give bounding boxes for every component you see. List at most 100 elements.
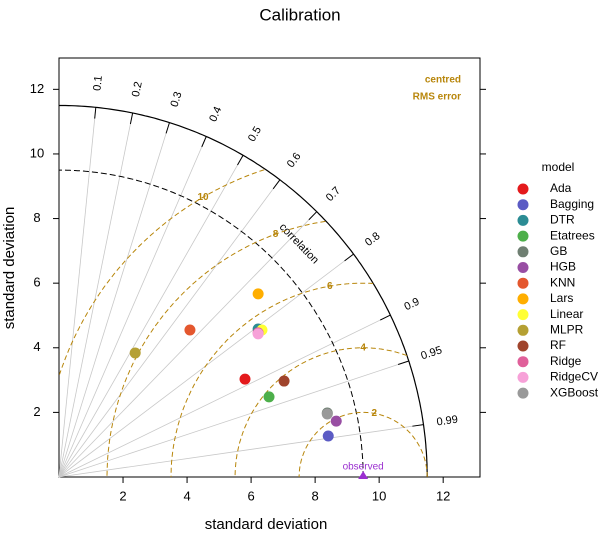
correlation-ray [58, 107, 97, 478]
correlation-tick [308, 211, 318, 221]
correlation-ray [58, 314, 391, 478]
x-tick-label: 8 [312, 488, 319, 503]
rms-contour-label: 2 [371, 408, 377, 419]
correlation-ray [58, 179, 281, 478]
correlation-tick [94, 107, 97, 119]
x-axis-label: standard deviation [205, 516, 328, 533]
correlation-tick [397, 360, 409, 366]
x-tick-label: 6 [247, 488, 254, 503]
legend-marker [517, 356, 529, 368]
y-tick-label: 2 [33, 404, 40, 419]
chart-title: Calibration [259, 5, 340, 24]
model-point [252, 288, 264, 300]
y-tick-label: 4 [33, 339, 40, 354]
observed-label: observed [343, 462, 384, 473]
correlation-tick [412, 424, 424, 427]
correlation-tick [237, 155, 244, 166]
legend-marker [517, 246, 529, 258]
correlation-label: 0.1 [91, 75, 104, 91]
legend-label: Lars [550, 291, 573, 305]
correlation-label: 0.3 [169, 90, 185, 108]
correlation-tick [344, 253, 354, 262]
legend-marker [517, 262, 529, 273]
model-point [252, 328, 264, 340]
outer-arc [59, 104, 428, 477]
x-tick-label: 2 [119, 488, 126, 503]
legend-title: model [542, 160, 575, 174]
observed-arc [59, 169, 364, 477]
y-tick-label: 12 [30, 81, 44, 96]
legend-label: DTR [550, 213, 575, 227]
correlation-label: 0.7 [324, 185, 343, 204]
legend-label: Ada [550, 181, 572, 195]
correlation-ray [58, 424, 424, 478]
model-point [322, 430, 334, 442]
legend-label: RidgeCV [550, 370, 598, 384]
rms-contour [234, 347, 408, 477]
model-point [278, 375, 290, 387]
x-tick-label: 10 [372, 488, 386, 503]
correlation-ray [58, 211, 318, 478]
correlation-tick [380, 314, 391, 321]
rms-label: RMS error [413, 92, 461, 103]
legend-marker [517, 371, 529, 383]
rms-contour-label: 4 [360, 342, 366, 353]
correlation-label: 0.9 [402, 296, 421, 313]
y-tick-label: 10 [30, 145, 44, 160]
model-point [129, 347, 141, 359]
legend-label: Bagging [550, 197, 594, 211]
correlation-tick [272, 179, 281, 190]
correlation-ray [58, 122, 170, 478]
x-tick-label: 4 [183, 488, 190, 503]
correlation-label: 0.2 [130, 81, 145, 98]
legend-marker [517, 324, 529, 336]
correlation-label: 0.4 [207, 105, 224, 124]
correlation-ray [58, 112, 134, 478]
legend-label: HGB [550, 260, 576, 274]
legend-marker [517, 309, 529, 321]
x-tick-label: 12 [436, 488, 450, 503]
legend-marker [517, 230, 529, 242]
correlation-ray [58, 136, 207, 478]
correlation-tick [165, 122, 170, 134]
rms-contour [106, 220, 326, 477]
y-tick-label: 8 [33, 210, 40, 225]
legend-label: GB [550, 244, 567, 258]
legend-label: XGBoost [550, 385, 599, 399]
observed-point [358, 471, 369, 479]
model-point [263, 391, 275, 403]
legend-marker [517, 214, 529, 226]
rms-contour [59, 169, 265, 375]
correlation-tick [201, 136, 207, 148]
legend-label: Ridge [550, 354, 582, 368]
legend-label: KNN [550, 275, 575, 289]
rms-contour-label: 6 [327, 281, 333, 292]
model-point [184, 324, 196, 336]
legend-marker [517, 340, 529, 352]
y-tick-label: 6 [33, 275, 40, 290]
correlation-label: 0.8 [363, 230, 382, 249]
legend-marker [517, 293, 529, 305]
correlation-label: 0.99 [436, 414, 459, 429]
legend-marker [517, 387, 529, 399]
correlation-tick [129, 112, 134, 125]
rms-contour [170, 282, 374, 477]
y-axis-label: standard deviation [1, 207, 18, 330]
model-point [330, 415, 342, 427]
legend-label: Linear [550, 307, 583, 321]
model-point [321, 408, 333, 420]
legend-marker [517, 277, 529, 289]
correlation-ray [58, 360, 409, 478]
correlation-ray [58, 155, 244, 478]
correlation-title: correlation [277, 221, 321, 266]
rms-label: centred [425, 75, 461, 86]
rms-contour-label: 8 [273, 229, 279, 240]
plot-frame [58, 57, 481, 478]
legend-label: MLPR [550, 322, 584, 336]
rms-contour-label: 10 [198, 192, 210, 203]
legend-label: RF [550, 338, 566, 352]
correlation-label: 0.95 [419, 344, 443, 362]
rms-contour [298, 411, 428, 477]
